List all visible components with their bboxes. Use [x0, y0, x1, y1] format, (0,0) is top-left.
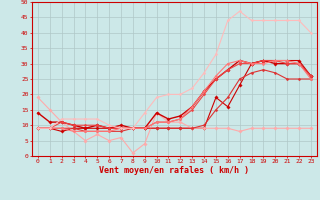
- X-axis label: Vent moyen/en rafales ( km/h ): Vent moyen/en rafales ( km/h ): [100, 166, 249, 175]
